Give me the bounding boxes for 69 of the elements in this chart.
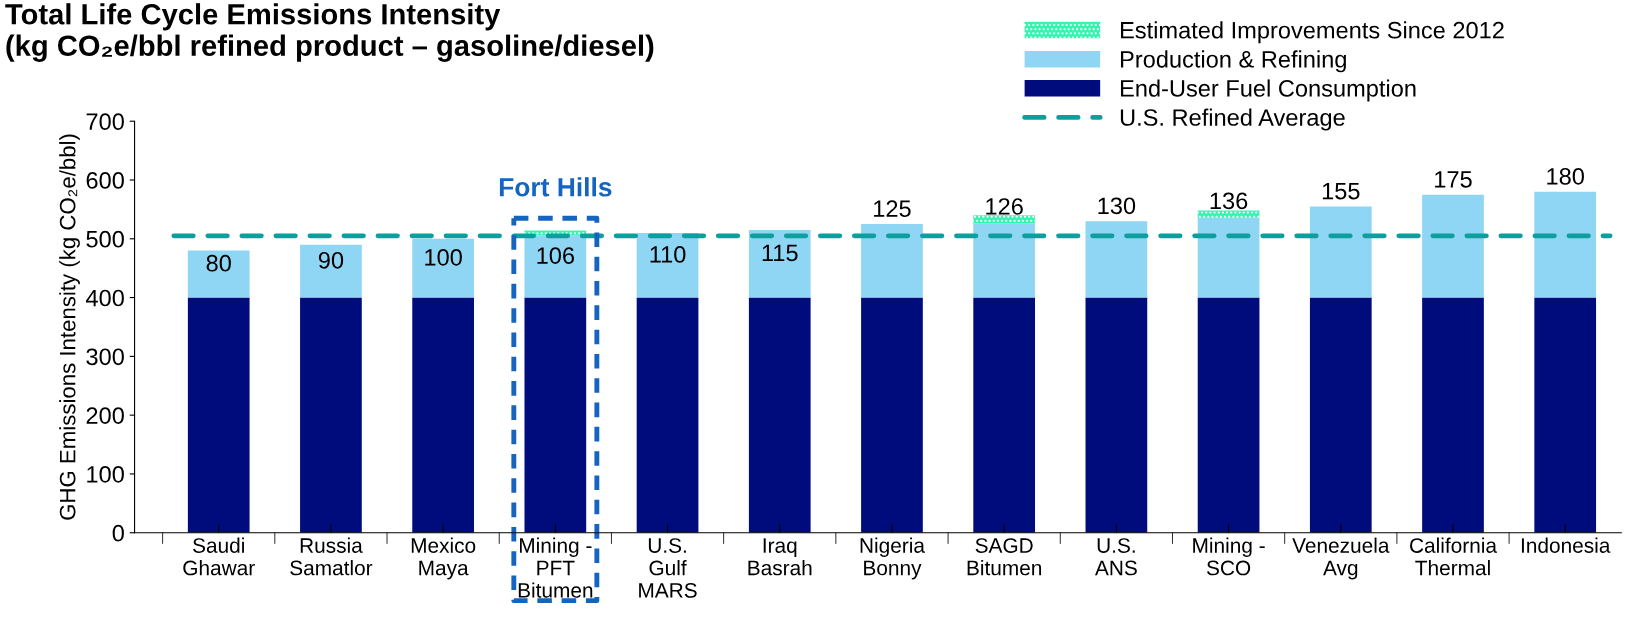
bar [973,215,1036,224]
data-label: 110 [650,246,686,263]
bar [1197,217,1260,298]
bar [1534,191,1597,298]
bar [1422,194,1484,298]
y-axis-title: GHG Emissions Intensity (kg CO₂e/bbl) [59,134,80,520]
data-label: 175 [1435,171,1472,188]
data-label: 130 [1098,197,1136,215]
bar [1309,297,1372,533]
x-tick-label: Mexico Maya [411,537,476,580]
bar [187,297,250,533]
y-tick-label: 600 [86,172,124,189]
data-label: 180 [1547,168,1584,185]
bar [524,297,587,533]
bar [1422,297,1484,533]
x-tick-label: Venezuela Avg [1292,537,1390,580]
y-tick-label: 0 [112,524,124,542]
x-tick-label: Indonesia [1521,537,1611,553]
bar [748,297,811,533]
bar [1197,297,1260,533]
bar [636,297,699,533]
y-tick-label: 400 [85,289,124,307]
data-label: 100 [425,248,462,266]
bar [1085,297,1148,533]
data-label: 90 [318,251,344,269]
legend-label: Production & Refining [1121,50,1346,73]
bar [412,238,474,298]
bar [1085,221,1148,298]
x-tick-label: Mining - PFT Bitumen [518,537,593,598]
data-label: 136 [1210,192,1248,210]
x-tick-label: Nigeria Bonny [860,537,925,580]
legend-label: U.S. Refined Average [1120,108,1345,131]
bar [524,235,587,298]
x-tick-label: Iraq Basrah [748,538,812,576]
legend-label: Estimated Improvements Since 2012 [1121,21,1504,44]
bar [973,297,1036,533]
x-tick-label: Saudi Ghawar [183,537,255,576]
data-label: 80 [206,254,231,272]
bar [1197,210,1260,218]
x-tick-label: U.S. Gulf MARS [639,538,697,598]
data-label: 125 [874,200,911,218]
y-tick-label: 100 [87,466,124,483]
data-label: 126 [986,198,1023,215]
bar [861,224,923,298]
x-tick-label: SAGD Bitumen [967,538,1042,576]
x-tick-label: Russia Samatlor [290,537,373,576]
bar [748,229,811,298]
data-label: 106 [537,247,574,264]
y-tick-label: 300 [86,348,124,366]
y-tick-label: 200 [86,407,124,424]
x-tick-label: Mining - SCO [1193,537,1265,576]
bar [300,244,362,298]
x-tick-label: U.S. ANS [1095,538,1137,576]
data-label: 115 [762,244,798,262]
bar [1534,297,1597,533]
y-tick-label: 700 [86,113,124,131]
data-label: 155 [1322,182,1360,200]
x-tick-label: California Thermal [1410,537,1497,576]
y-tick-label: 500 [86,230,124,248]
bar [636,232,699,298]
bar [1309,206,1372,298]
bar [187,250,250,298]
bar [973,223,1036,298]
annotation: Fort Hills [499,177,612,197]
legend-label: End-User Fuel Consumption [1121,79,1416,102]
bar [861,297,923,533]
bar [412,297,474,533]
chart-title: Total Life Cycle Emissions Intensity (kg CO₂e/bbl refined product – gasoline/diesel) [5,3,654,62]
bar [300,297,362,533]
